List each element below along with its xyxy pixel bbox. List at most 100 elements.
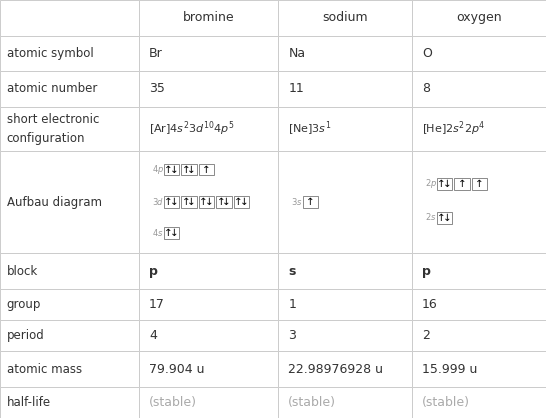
Text: ↓: ↓ [170,165,179,175]
Text: atomic symbol: atomic symbol [7,47,93,60]
Text: 11: 11 [288,82,304,95]
Text: 8: 8 [422,82,430,95]
Text: Na: Na [288,47,305,60]
Bar [0,0,139,36]
Text: 22.98976928 u: 22.98976928 u [288,362,383,376]
Text: atomic number: atomic number [7,82,97,95]
Text: p: p [157,165,162,174]
Text: p: p [149,265,158,278]
Text: ↓: ↓ [170,228,179,238]
Text: sodium: sodium [323,11,368,24]
Bar [216,196,232,208]
Bar [0,151,139,253]
Text: 1: 1 [288,298,296,311]
Bar [278,289,412,320]
Text: 3: 3 [292,198,297,207]
Text: ↑: ↑ [234,197,243,207]
Bar [139,387,278,418]
Bar [412,289,546,320]
Text: ↑: ↑ [306,197,315,207]
Text: 2: 2 [426,213,431,222]
Text: ↓: ↓ [170,197,179,207]
Bar [412,0,546,36]
Bar [278,151,412,253]
Text: oxygen: oxygen [456,11,502,24]
Bar [139,0,278,36]
Text: s: s [288,265,296,278]
Text: 16: 16 [422,298,438,311]
Text: ↓: ↓ [222,197,231,207]
Bar [0,320,139,351]
Text: ↑: ↑ [458,179,466,189]
Text: 2: 2 [422,329,430,342]
Bar [181,164,197,176]
Bar [139,320,278,351]
Bar [139,351,278,387]
Bar [0,71,139,107]
Bar [278,0,412,36]
Bar [278,107,412,151]
Bar [412,36,546,71]
Bar [0,253,139,289]
Bar [278,351,412,387]
Text: ↑: ↑ [202,165,211,175]
Text: [He]2$s^2$2$p^4$: [He]2$s^2$2$p^4$ [422,120,485,138]
Bar [181,196,197,208]
Text: 3: 3 [152,198,158,207]
Bar [234,196,249,208]
Text: (stable): (stable) [149,396,197,409]
Bar [303,196,318,208]
Text: [Ar]4$s^2$3$d^{10}$4$p^5$: [Ar]4$s^2$3$d^{10}$4$p^5$ [149,120,235,138]
Text: s: s [158,229,162,237]
Bar [164,164,179,176]
Text: atomic mass: atomic mass [7,362,82,376]
Bar [164,227,179,239]
Bar [454,178,470,190]
Bar [437,178,452,190]
Bar [437,212,452,224]
Text: configuration: configuration [7,132,85,145]
Bar [412,387,546,418]
Text: ↑: ↑ [164,228,173,238]
Bar [139,36,278,71]
Text: ↓: ↓ [187,165,196,175]
Text: period: period [7,329,44,342]
Text: bromine: bromine [183,11,235,24]
Text: s: s [297,198,301,207]
Text: 79.904 u: 79.904 u [149,362,205,376]
Text: ↑: ↑ [164,197,173,207]
Bar [412,107,546,151]
Bar [412,71,546,107]
Bar [0,351,139,387]
Bar [412,351,546,387]
Text: [Ne]3$s^1$: [Ne]3$s^1$ [288,120,332,138]
Text: p: p [422,265,431,278]
Text: ↓: ↓ [205,197,213,207]
Text: ↑: ↑ [164,165,173,175]
Text: 2: 2 [426,179,431,189]
Text: ↑: ↑ [437,213,446,223]
Bar [0,107,139,151]
Text: Br: Br [149,47,163,60]
Bar [139,151,278,253]
Text: ↓: ↓ [443,179,452,189]
Text: group: group [7,298,41,311]
Text: 4: 4 [153,229,158,237]
Bar [472,178,487,190]
Text: (stable): (stable) [288,396,336,409]
Text: ↑: ↑ [217,197,225,207]
Text: ↑: ↑ [475,179,484,189]
Bar [278,71,412,107]
Text: Aufbau diagram: Aufbau diagram [7,196,102,209]
Bar [199,196,214,208]
Bar [139,253,278,289]
Text: ↑: ↑ [437,179,446,189]
Bar [139,107,278,151]
Bar [199,164,214,176]
Text: ↓: ↓ [187,197,196,207]
Text: ↓: ↓ [443,213,452,223]
Bar [278,320,412,351]
Text: ↑: ↑ [182,165,191,175]
Text: 15.999 u: 15.999 u [422,362,477,376]
Bar [412,253,546,289]
